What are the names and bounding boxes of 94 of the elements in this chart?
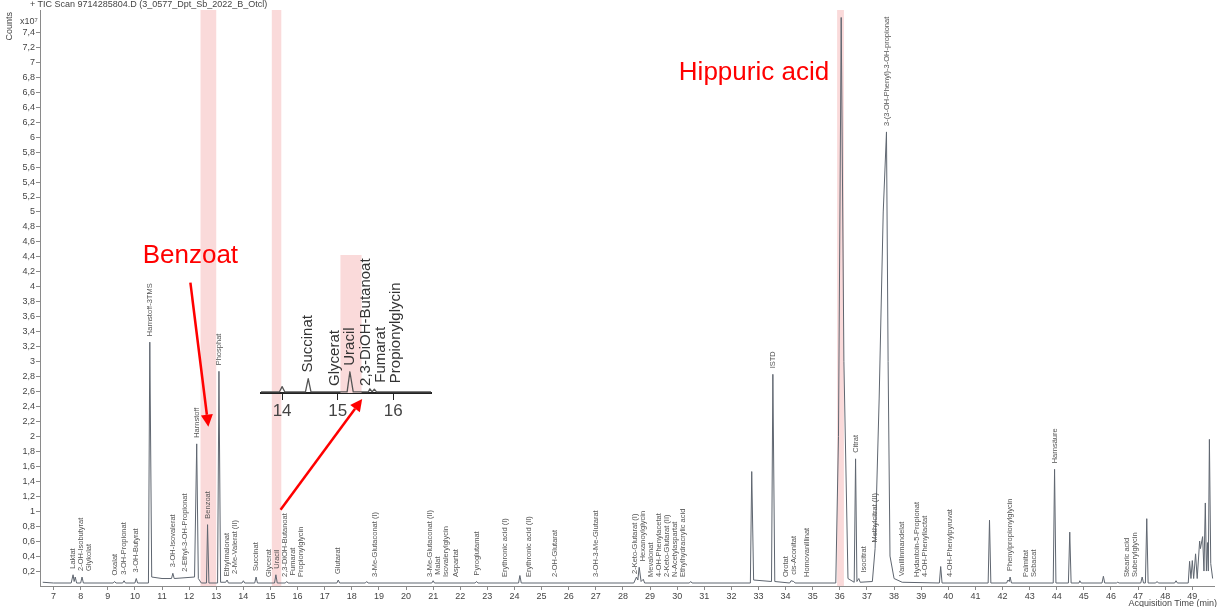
x-tick-label: 17 — [319, 590, 330, 601]
x-tick-label: 24 — [509, 590, 520, 601]
y-tick-label: 3,8 — [22, 296, 35, 307]
y-tick-label: 7 — [29, 56, 35, 67]
x-tick-label: 47 — [1133, 590, 1144, 601]
y-tick-label: 6,8 — [22, 71, 35, 82]
y-tick-label: 0,2 — [22, 565, 35, 576]
y-tick-label: 7,4 — [22, 26, 35, 37]
x-tick-label: 13 — [211, 590, 222, 601]
x-tick-label: 33 — [753, 590, 764, 601]
x-tick-label: 43 — [1024, 590, 1035, 601]
x-tick-label: 41 — [970, 590, 981, 601]
y-tick-label: 4 — [29, 281, 35, 292]
x-tick-label: 11 — [157, 590, 167, 601]
x-tick-label: 40 — [943, 590, 954, 601]
y-tick-label: 2 — [29, 430, 35, 441]
x-tick-label: 16 — [383, 400, 403, 420]
x-tick-label: 12 — [184, 590, 195, 601]
chart-title: + TIC Scan 9714285804.D (3_0577_Dpt_Sb_2022_B_Otcl) — [30, 0, 268, 9]
x-tick-label: 16 — [292, 590, 303, 601]
x-tick-label: 19 — [373, 590, 384, 601]
x-tick-label: 18 — [346, 590, 357, 601]
y-tick-label: 2,6 — [22, 385, 35, 396]
y-tick-label: 2,8 — [22, 371, 35, 382]
x-tick-label: 36 — [834, 590, 845, 601]
y-tick-label: 1,2 — [22, 490, 35, 501]
y-tick-label: 1,8 — [22, 445, 35, 456]
y-tick-label: 3 — [29, 356, 35, 367]
x-tick-label: 45 — [1078, 590, 1089, 601]
x-tick-label: 31 — [699, 590, 710, 601]
y-tick-label: 5,8 — [22, 146, 35, 157]
annotation: 2,3-DiOH-Butanoat — [355, 257, 373, 386]
y-tick-label: 5 — [29, 206, 35, 217]
x-tick-label: 27 — [590, 590, 601, 601]
y-tick-label: 0,8 — [22, 520, 35, 531]
y-tick-label: 1,6 — [22, 460, 35, 471]
band-label: Hippuric acid — [678, 56, 830, 86]
x-tick-label: 15 — [328, 400, 348, 420]
y-tick-label: 3,4 — [22, 326, 35, 337]
x-tick-label: 14 — [272, 400, 292, 420]
x-tick-label: 28 — [617, 590, 628, 601]
x-tick-label: 21 — [428, 590, 439, 601]
x-tick-label: 39 — [916, 590, 927, 601]
x-tick-label: 48 — [1160, 590, 1171, 601]
y-tick-label: 6,2 — [22, 116, 35, 127]
x-tick-label: 9 — [105, 590, 111, 601]
x-tick-label: 22 — [455, 590, 466, 601]
x-tick-label: 32 — [726, 590, 737, 601]
y-tick-label: 6,6 — [22, 86, 35, 97]
band-label: Benzoat — [142, 238, 239, 269]
x-tick-label: 14 — [238, 590, 249, 601]
y-tick-label: 2,2 — [22, 415, 35, 426]
y-tick-label: 5,4 — [22, 176, 35, 187]
x-axis-title: Acquisition Time (min) — [1128, 598, 1217, 607]
y-tick-label: 4,8 — [22, 221, 35, 232]
y-tick-label: 6 — [29, 131, 35, 142]
x-tick-label: 26 — [563, 590, 574, 601]
x-tick-label: 20 — [401, 590, 412, 601]
y-tick-label: 0,6 — [22, 535, 35, 546]
y-tick-label: 7,2 — [22, 41, 35, 52]
y-tick-label: 3,6 — [22, 311, 35, 322]
y-tick-label: 1 — [29, 505, 35, 516]
x-tick-label: 38 — [889, 590, 900, 601]
x-tick-label: 49 — [1187, 590, 1198, 601]
y-axis-title: Counts — [4, 11, 15, 41]
annotation: Succinat — [298, 314, 316, 373]
y-tick-label: 4,4 — [22, 251, 35, 262]
x-tick-label: 23 — [482, 590, 493, 601]
y-tick-label: 1,4 — [22, 475, 35, 486]
annotation: Uracil — [340, 327, 358, 366]
y-tick-label: 0,4 — [22, 550, 35, 561]
x-tick-label: 42 — [997, 590, 1008, 601]
x-tick-label: 30 — [672, 590, 683, 601]
x-tick-label: 44 — [1051, 590, 1062, 601]
y-tick-label: 4,2 — [22, 266, 35, 277]
x-tick-label: 35 — [807, 590, 818, 601]
x-tick-label: 10 — [129, 590, 140, 601]
text: x10⁷ — [20, 16, 38, 26]
annotation: Glycerat — [325, 329, 343, 386]
y-tick-label: 2,4 — [22, 400, 35, 411]
y-tick-label: 6,4 — [22, 101, 35, 112]
y-tick-label: 5,6 — [22, 161, 35, 172]
x-tick-label: 46 — [1105, 590, 1116, 601]
x-tick-label: 34 — [780, 590, 791, 601]
x-tick-label: 37 — [861, 590, 872, 601]
y-tick-label: 5,2 — [22, 191, 35, 202]
x-tick-label: 15 — [265, 590, 276, 601]
x-tick-label: 7 — [51, 590, 57, 601]
x-tick-label: 29 — [645, 590, 656, 601]
y-tick-label: 4,6 — [22, 236, 35, 247]
x-tick-label: 25 — [536, 590, 547, 601]
y-tick-label: 3,2 — [22, 341, 35, 352]
annotation: Propionylglycin — [385, 282, 403, 384]
x-tick-label: 8 — [78, 590, 84, 601]
